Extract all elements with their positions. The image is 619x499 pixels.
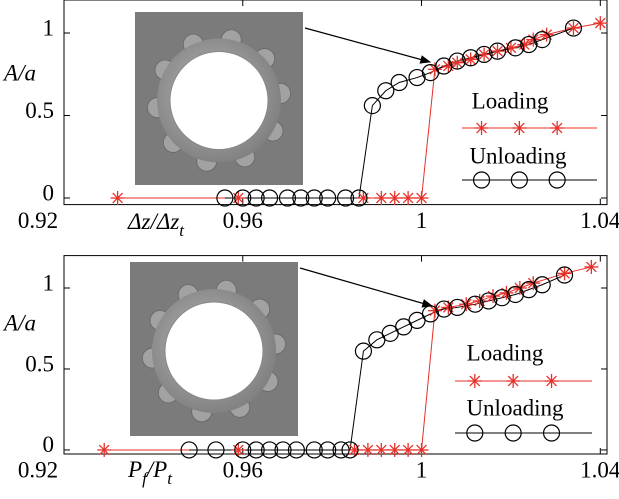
asterisk-marker <box>477 47 491 61</box>
x-axis-label-part: /P <box>145 457 167 482</box>
subplot: 0 0.5 1 0.92 0.96 1 1.04 A/a Pf/Pt Loading Unloadi… <box>2 256 619 488</box>
x-axis-label-subscript: t <box>167 469 173 488</box>
asterisk-marker <box>504 41 518 55</box>
y-tick-label: 1 <box>43 270 55 295</box>
asterisk-marker <box>356 191 370 205</box>
legend-label: Unloading <box>469 143 567 168</box>
asterisk-marker <box>512 121 526 135</box>
annotation-arrow <box>300 268 432 306</box>
x-axis-label: Δz/Δzt <box>127 209 185 240</box>
legend-label: Loading <box>472 88 549 113</box>
x-axis-label-part: Δz/Δz <box>127 209 179 234</box>
asterisk-marker <box>97 443 111 457</box>
x-tick-label: 1.04 <box>580 208 619 233</box>
asterisk-marker <box>231 443 245 457</box>
asterisk-marker <box>401 191 415 205</box>
y-tick-label: 0.5 <box>25 351 54 376</box>
y-tick-label: 0.5 <box>25 98 54 123</box>
asterisk-marker <box>111 191 125 205</box>
figure: 00.510.920.9611.04A/aΔz/ΔztLoadingUnload… <box>0 0 619 499</box>
gear-hole <box>165 302 263 400</box>
asterisk-marker <box>388 443 402 457</box>
x-tick-label: 0.96 <box>223 208 263 233</box>
y-axis-label: A/a <box>2 310 36 335</box>
annotation-arrow <box>305 28 430 62</box>
asterisk-marker <box>468 374 482 388</box>
x-axis-label: Pf/Pt <box>127 457 173 488</box>
asterisk-marker <box>415 443 429 457</box>
x-tick-label: 1 <box>416 457 428 482</box>
gear-hole <box>170 52 268 150</box>
y-tick-label: 1 <box>43 15 55 40</box>
legend: Loading Unloading <box>455 340 592 441</box>
legend-label: Loading <box>467 340 544 365</box>
asterisk-marker <box>584 260 598 274</box>
asterisk-marker <box>374 191 388 205</box>
x-axis-label-subscript: t <box>179 221 185 240</box>
asterisk-marker <box>459 297 473 311</box>
asterisk-marker <box>526 33 540 47</box>
asterisk-marker <box>566 21 580 35</box>
subplot: 0 0.5 1 0.92 0.96 1 1.04 A/a Δz/Δzt Loading Unload… <box>2 0 619 240</box>
asterisk-marker <box>475 121 489 135</box>
x-tick-label: 1 <box>416 208 428 233</box>
asterisk-marker <box>415 191 429 205</box>
x-tick-label: 0.92 <box>18 457 58 482</box>
asterisk-marker <box>361 443 375 457</box>
legend-label: Unloading <box>466 395 564 420</box>
asterisk-marker <box>506 374 520 388</box>
x-tick-label: 0.92 <box>18 208 58 233</box>
y-tick-label: 0 <box>43 432 55 457</box>
asterisk-marker <box>491 44 505 58</box>
asterisk-marker <box>593 16 607 30</box>
asterisk-marker <box>388 191 402 205</box>
legend: Loading Unloading <box>462 88 597 188</box>
y-axis-label: A/a <box>2 60 36 85</box>
asterisk-marker <box>401 443 415 457</box>
x-tick-label: 1.04 <box>580 457 619 482</box>
x-tick-label: 0.96 <box>223 457 263 482</box>
asterisk-marker <box>550 121 564 135</box>
asterisk-marker <box>545 374 559 388</box>
x-axis-label-part: P <box>127 457 142 482</box>
asterisk-marker <box>374 443 388 457</box>
y-tick-label: 0 <box>43 180 55 205</box>
